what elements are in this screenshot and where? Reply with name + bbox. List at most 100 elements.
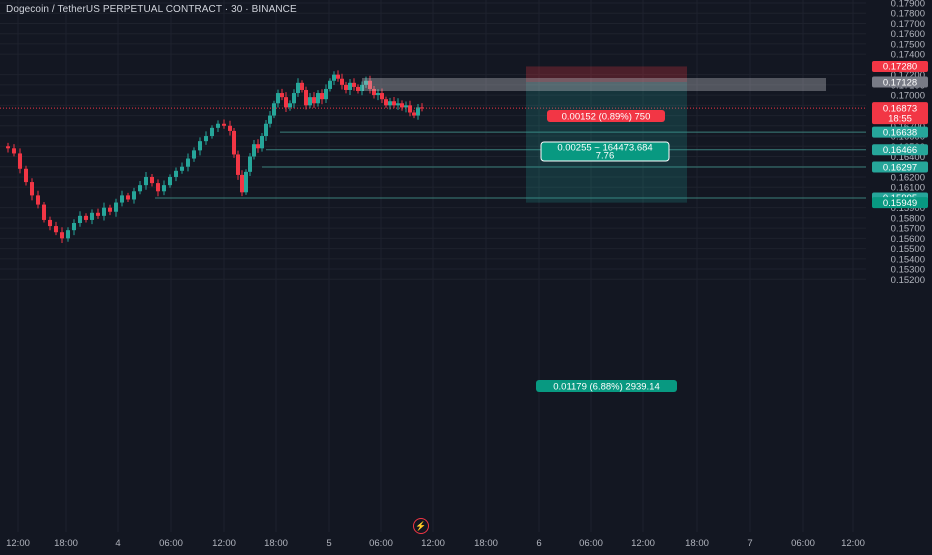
price-axis-label: 0.16200 — [891, 172, 925, 183]
candle-body — [252, 144, 256, 157]
candle-body — [264, 123, 268, 137]
price-tag-box — [872, 161, 928, 173]
candle-body — [308, 97, 312, 106]
candle-body — [404, 105, 408, 108]
stop-label-box — [547, 110, 665, 122]
candle-body — [162, 185, 166, 192]
candle-body — [138, 185, 142, 192]
time-axis-label: 12:00 — [631, 538, 655, 549]
time-axis-label: 12:00 — [841, 538, 865, 549]
candle-body — [312, 97, 316, 104]
candle-body — [156, 183, 160, 192]
price-tag-box — [872, 126, 928, 138]
candle-body — [368, 80, 372, 89]
entry-label-box — [540, 141, 670, 162]
lightning-icon[interactable]: ⚡ — [413, 518, 429, 534]
candle-body — [272, 103, 276, 116]
candle-body — [210, 127, 214, 137]
candle-body — [12, 148, 16, 154]
price-axis-label: 0.15500 — [891, 244, 925, 255]
candle-body — [228, 125, 232, 131]
price-axis-label: 0.17500 — [891, 39, 925, 50]
candle-body — [54, 226, 58, 233]
candle-body — [392, 101, 396, 106]
candle-body — [400, 103, 404, 108]
candle-body — [78, 215, 82, 224]
symbol-title: Dogecoin / TetherUS PERPETUAL CONTRACT ·… — [6, 4, 297, 15]
candle-body — [72, 223, 76, 231]
candle-body — [132, 191, 136, 200]
candle-body — [352, 82, 356, 87]
entry-label: 0.00255 ~ 164473.684 — [557, 143, 652, 154]
candle-body — [320, 93, 324, 100]
candle-body — [108, 207, 112, 212]
candle-body — [198, 141, 202, 151]
time-axis-label: 12:00 — [212, 538, 236, 549]
candle-body — [126, 195, 130, 200]
price-tag-stop: 0.17280 — [883, 62, 917, 73]
candle-body — [360, 84, 364, 92]
time-axis-label: 4 — [115, 538, 120, 549]
price-axis-label: 0.15700 — [891, 224, 925, 235]
time-axis-label: 06:00 — [579, 538, 603, 549]
time-axis-label: 06:00 — [369, 538, 393, 549]
price-axis-label: 0.17400 — [891, 50, 925, 61]
price-tag-level: 0.16638 — [883, 127, 917, 138]
candle-body — [384, 99, 388, 106]
time-axis-label: 06:00 — [159, 538, 183, 549]
candle-body — [90, 212, 94, 220]
candle-body — [304, 89, 308, 106]
time-axis-label: 12:00 — [421, 538, 445, 549]
price-axis-label: 0.17900 — [891, 0, 925, 10]
candle-body — [102, 207, 106, 216]
candle-body — [348, 82, 352, 90]
price-tag-box — [872, 144, 928, 156]
time-axis-label: 5 — [326, 538, 331, 549]
price-tag-target: 0.15949 — [883, 198, 917, 209]
price-axis-label: 0.15900 — [891, 203, 925, 214]
time-axis-label: 18:00 — [474, 538, 498, 549]
candle-body — [356, 86, 360, 92]
time-axis-label: 18:00 — [54, 538, 78, 549]
candle-body — [324, 88, 328, 100]
candle-body — [30, 182, 34, 196]
candle-body — [42, 204, 46, 220]
candle-body — [280, 93, 284, 98]
time-axis-label: 6 — [536, 538, 541, 549]
price-axis-label: 0.17000 — [891, 91, 925, 102]
candle-body — [48, 219, 52, 227]
price-tag-level: 0.16466 — [883, 145, 917, 156]
candle-body — [144, 176, 148, 186]
candle-body — [416, 107, 420, 116]
candle-body — [396, 103, 400, 106]
price-axis-label: 0.15600 — [891, 234, 925, 245]
price-tag-box — [872, 197, 928, 209]
candle-body — [256, 144, 260, 149]
candle-body — [168, 176, 172, 186]
candle-body — [232, 130, 236, 155]
candle-body — [222, 123, 226, 126]
candle-body — [24, 168, 28, 183]
entry-band — [362, 77, 826, 91]
candle-body — [18, 153, 22, 169]
candle-body — [344, 84, 348, 90]
price-tag-box — [872, 76, 928, 88]
price-axis-label: 0.17700 — [891, 19, 925, 30]
candle-body — [296, 82, 300, 94]
price-axis-label: 0.17200 — [891, 70, 925, 81]
candle-body — [6, 146, 10, 149]
candle-body — [150, 176, 154, 184]
current-price-tag: 0.16873 — [883, 103, 917, 114]
candle-body — [236, 154, 240, 175]
candle-body — [120, 195, 124, 203]
candle-body — [192, 150, 196, 159]
candle-body — [240, 174, 244, 193]
price-tag-box — [872, 60, 928, 72]
candle-body — [332, 74, 336, 81]
price-axis-label: 0.15300 — [891, 265, 925, 276]
candle-body — [328, 80, 332, 89]
target-label: 0.01179 (6.88%) 2939.14 — [553, 381, 660, 392]
price-axis-label: 0.15800 — [891, 213, 925, 224]
